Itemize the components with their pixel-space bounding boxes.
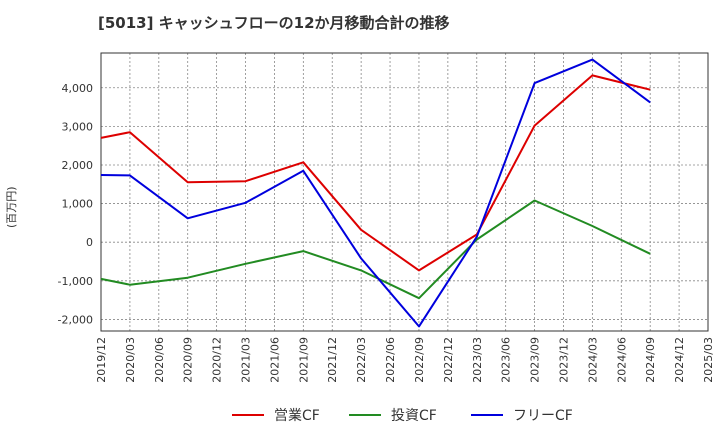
x-tick-label: 2024/03 bbox=[586, 337, 599, 383]
x-tick-label: 2023/12 bbox=[557, 337, 570, 383]
y-tick-label: -1,000 bbox=[58, 275, 93, 288]
y-tick-label: 4,000 bbox=[62, 82, 94, 95]
series-line-営業CF bbox=[100, 74, 651, 272]
legend-label: 営業CF bbox=[274, 408, 320, 424]
legend-label: フリーCF bbox=[513, 408, 573, 424]
y-tick-label: 2,000 bbox=[62, 159, 94, 172]
chart-title: [5013] キャッシュフローの12か月移動合計の推移 bbox=[98, 14, 450, 32]
x-tick-label: 2023/06 bbox=[500, 337, 513, 383]
x-tick-label: 2022/06 bbox=[384, 337, 397, 383]
legend-label: 投資CF bbox=[391, 408, 437, 424]
series-line-フリーCF bbox=[100, 58, 651, 328]
x-tick-label: 2023/03 bbox=[471, 337, 484, 383]
x-tick-label: 2024/06 bbox=[615, 337, 628, 383]
x-tick-label: 2025/03 bbox=[702, 337, 715, 383]
x-tick-label: 2023/09 bbox=[529, 337, 542, 383]
x-tick-label: 2021/09 bbox=[297, 337, 310, 383]
x-tick-label: 2024/12 bbox=[673, 337, 686, 383]
series-line-投資CF bbox=[100, 199, 651, 300]
x-tick-label: 2021/06 bbox=[268, 337, 281, 383]
x-tick-label: 2022/03 bbox=[355, 337, 368, 383]
x-tick-label: 2022/09 bbox=[413, 337, 426, 383]
x-tick-label: 2022/12 bbox=[442, 337, 455, 383]
x-tick-label: 2019/12 bbox=[95, 337, 108, 383]
y-tick-label: 3,000 bbox=[62, 120, 94, 133]
x-tick-label: 2021/03 bbox=[240, 337, 253, 383]
x-tick-label: 2020/06 bbox=[153, 337, 166, 383]
plot-border bbox=[100, 52, 709, 332]
plot-area bbox=[101, 53, 708, 331]
y-tick-label: 1,000 bbox=[62, 198, 94, 211]
x-tick-label: 2020/12 bbox=[211, 337, 224, 383]
y-tick-label: -2,000 bbox=[58, 313, 93, 326]
x-tick-label: 2020/03 bbox=[124, 337, 137, 383]
y-tick-label: 0 bbox=[86, 236, 93, 249]
x-tick-label: 2021/12 bbox=[326, 337, 339, 383]
x-tick-label: 2024/09 bbox=[644, 337, 657, 383]
x-tick-label: 2020/09 bbox=[182, 337, 195, 383]
